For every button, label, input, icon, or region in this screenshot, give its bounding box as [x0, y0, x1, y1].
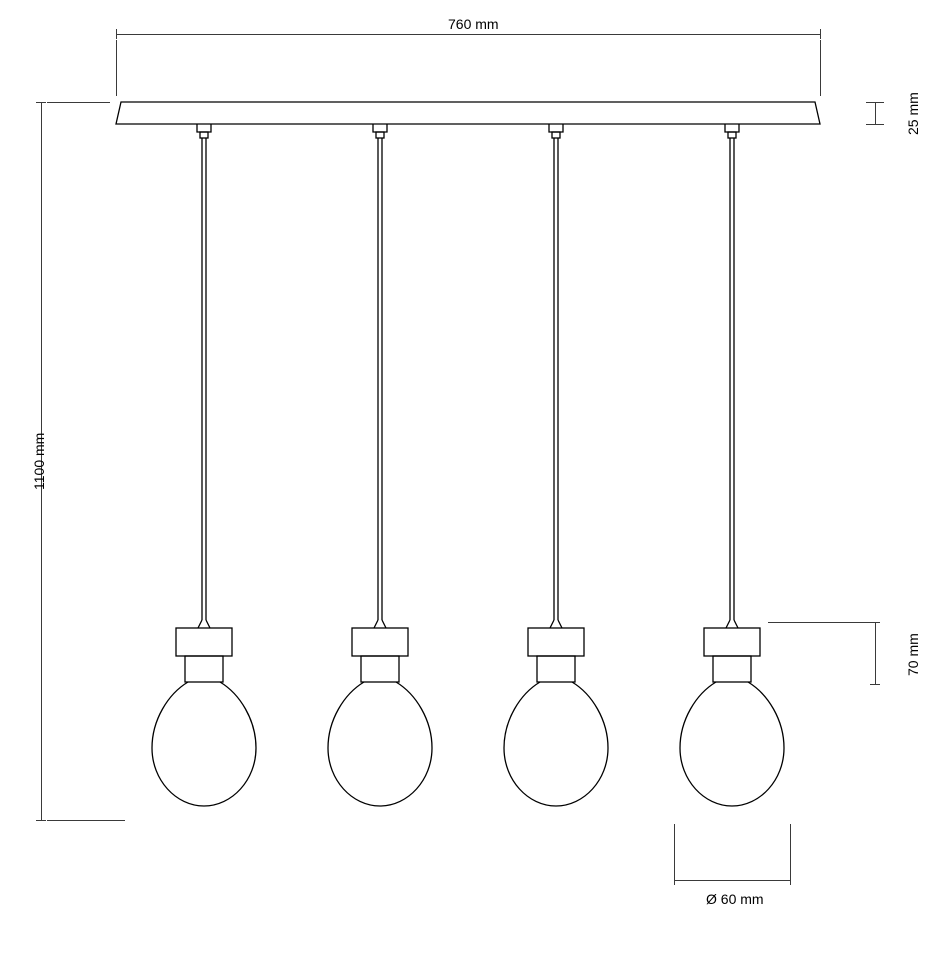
- lamp-drawing: [0, 0, 943, 960]
